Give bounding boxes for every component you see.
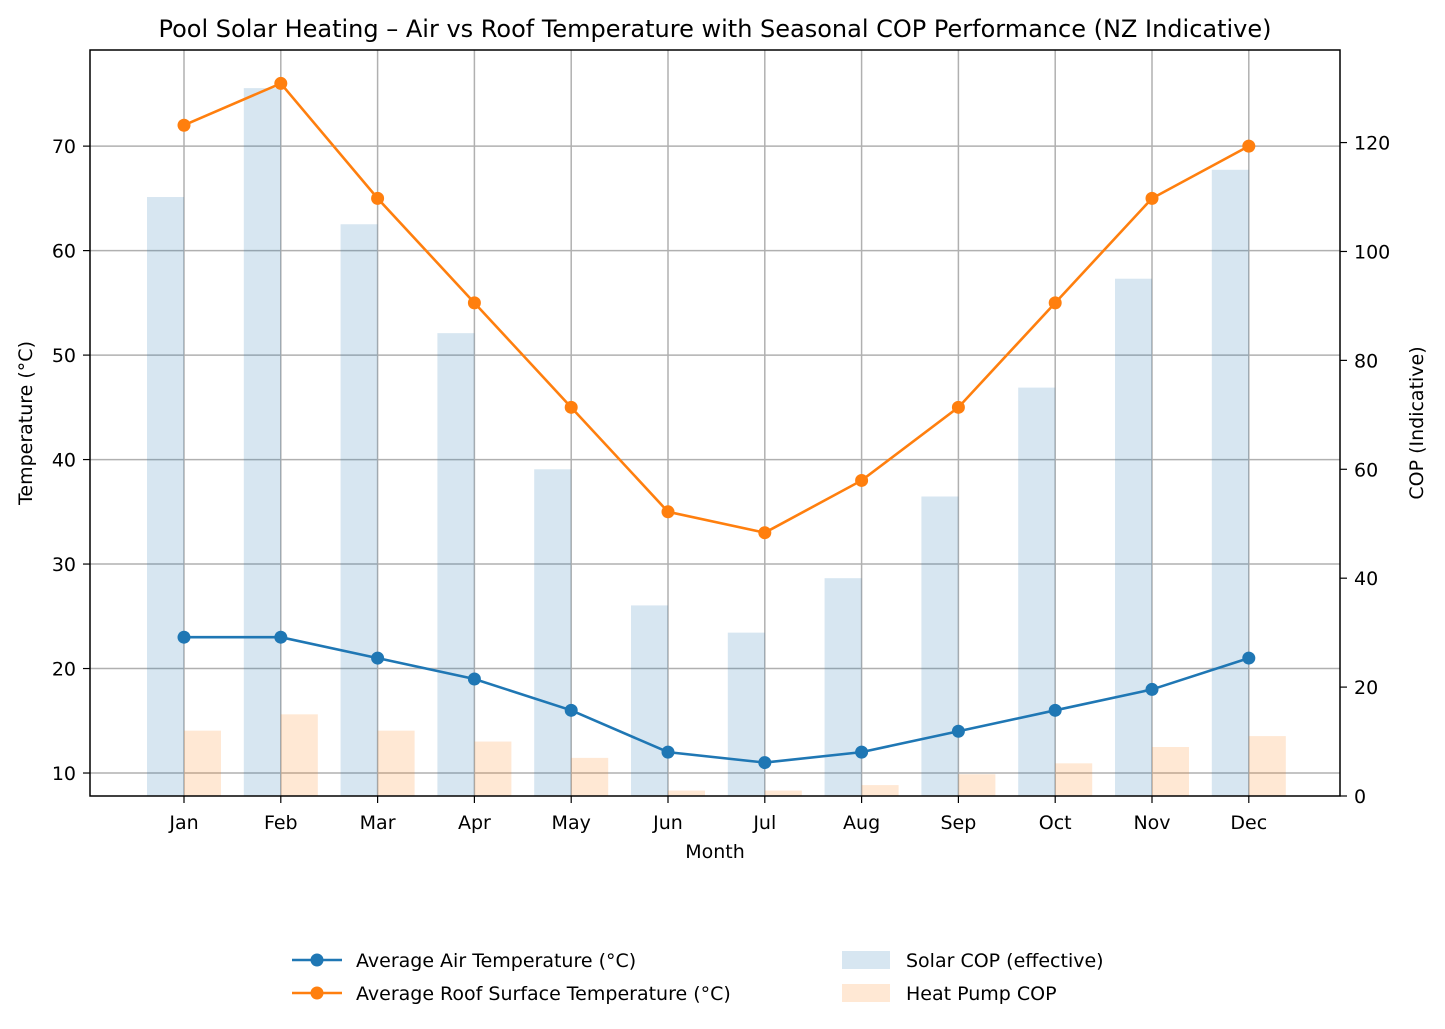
roof-temperature-point xyxy=(855,473,869,487)
x-tick-label: Aug xyxy=(843,812,880,834)
solar-cop-bar xyxy=(727,632,765,796)
air-temperature-point xyxy=(371,651,385,665)
y-tick-label-right: 120 xyxy=(1354,133,1390,155)
air-temperature-point xyxy=(564,703,578,717)
x-tick-label: Jan xyxy=(168,812,198,834)
roof-temperature-line xyxy=(183,81,1250,535)
x-tick-label: Oct xyxy=(1039,812,1072,834)
x-tick-label: Sep xyxy=(940,812,976,834)
y-tick-label-left: 60 xyxy=(52,241,76,263)
heat-pump-cop-bar xyxy=(668,790,705,796)
roof-temperature-point xyxy=(371,191,385,205)
air-temperature-point xyxy=(177,630,191,644)
heat-pump-cop-bar xyxy=(474,741,512,796)
x-tick-label: Jun xyxy=(652,812,683,834)
air-temperature-point xyxy=(1145,682,1159,696)
y-tick-label-left: 70 xyxy=(52,136,76,158)
heat-pump-cop-bar xyxy=(764,790,802,796)
air-temperature-point xyxy=(951,724,965,738)
solar-cop-bar xyxy=(340,224,378,796)
heat-pump-cop-bar xyxy=(958,774,996,796)
heat-pump-cop-bar xyxy=(1152,746,1189,796)
y-tick-label-left: 20 xyxy=(52,659,76,681)
y-tick-label-right: 100 xyxy=(1354,241,1390,263)
roof-temperature-point xyxy=(274,76,288,90)
x-tick-label: Nov xyxy=(1133,812,1170,834)
heat-pump-cop-bar xyxy=(1055,763,1093,796)
solar-cop-bar xyxy=(631,605,668,796)
roof-temperature-point xyxy=(177,118,191,132)
air-temperature-point xyxy=(467,672,481,686)
air-temperature-point xyxy=(661,745,675,759)
chart-title: Pool Solar Heating – Air vs Roof Tempera… xyxy=(159,15,1272,43)
y-tick-label-left: 30 xyxy=(52,554,76,576)
solar-cop-bar xyxy=(921,496,959,796)
plot-frame xyxy=(89,49,1341,797)
solar-cop-bar xyxy=(243,88,281,796)
legend-marker xyxy=(310,953,324,967)
solar-cop-bar xyxy=(1018,387,1056,796)
y-axis-right: 0 20 40 60 80 100 120 xyxy=(1340,133,1390,808)
air-temperature-point xyxy=(1048,703,1062,717)
solar-cop-bar xyxy=(534,469,572,796)
y-tick-label-left: 10 xyxy=(52,763,76,785)
y-axis-left-label: Temperature (°C) xyxy=(15,341,37,506)
y-axis-right-label: COP (Indicative) xyxy=(1406,346,1428,499)
x-tick-label: Mar xyxy=(360,812,396,834)
x-tick-label: Jul xyxy=(752,812,776,834)
y-tick-label-left: 50 xyxy=(52,345,76,367)
legend-marker xyxy=(310,986,324,1000)
legend: Average Air Temperature (°C) Average Roof… xyxy=(292,950,1104,1005)
y-axis-left: 10 20 30 40 50 60 70 xyxy=(52,136,90,785)
heat-pump-cop-bar xyxy=(571,757,609,796)
solar-cop-bar xyxy=(147,197,184,796)
solar-cop-bar xyxy=(824,578,862,796)
roof-temperature-point xyxy=(1048,296,1062,310)
y-tick-label-right: 40 xyxy=(1354,568,1378,590)
legend-label: Average Roof Surface Temperature (°C) xyxy=(356,983,731,1005)
air-temperature-point xyxy=(1242,651,1256,665)
y-tick-label-right: 20 xyxy=(1354,677,1378,699)
air-temperature-point xyxy=(758,756,772,770)
roof-temperature-point xyxy=(467,296,481,310)
solar-cop-bar xyxy=(1115,278,1152,796)
roof-temperature-point xyxy=(661,505,675,519)
x-tick-label: Feb xyxy=(264,812,298,834)
bars xyxy=(147,88,1286,796)
x-tick-label: Apr xyxy=(458,812,491,834)
heat-pump-cop-bar xyxy=(1248,736,1286,796)
heat-pump-cop-bar xyxy=(184,730,221,796)
solar-cop-bar xyxy=(437,333,475,796)
heat-pump-cop-bar xyxy=(377,730,415,796)
y-tick-label-right: 60 xyxy=(1354,459,1378,481)
x-tick-label: May xyxy=(552,812,591,834)
grid xyxy=(90,50,1340,796)
legend-bar-swatch xyxy=(842,951,890,969)
x-axis: Jan Feb Mar Apr May Jun Jul Aug Sep Oct Nov Dec xyxy=(168,796,1267,834)
legend-label: Average Air Temperature (°C) xyxy=(356,950,636,972)
y-tick-label-right: 80 xyxy=(1354,350,1378,372)
lines xyxy=(177,76,1256,770)
roof-temperature-point xyxy=(1145,191,1159,205)
heat-pump-cop-bar xyxy=(861,785,899,796)
roof-temperature-point xyxy=(1242,139,1256,153)
air-temperature-line xyxy=(184,635,1250,764)
roof-temperature-point xyxy=(951,400,965,414)
roof-temperature-point xyxy=(758,526,772,540)
x-tick-label: Dec xyxy=(1230,812,1267,834)
legend-label: Solar COP (effective) xyxy=(906,950,1104,972)
y-tick-label-right: 0 xyxy=(1354,786,1366,808)
air-temperature-point xyxy=(855,745,869,759)
x-axis-label: Month xyxy=(685,841,745,863)
solar-cop-bar xyxy=(1211,169,1249,796)
roof-temperature-point xyxy=(564,400,578,414)
air-temperature-point xyxy=(274,630,288,644)
legend-bar-swatch xyxy=(842,984,890,1002)
legend-label: Heat Pump COP xyxy=(906,983,1057,1005)
heat-pump-cop-bar xyxy=(280,714,318,796)
y-tick-label-left: 40 xyxy=(52,450,76,472)
